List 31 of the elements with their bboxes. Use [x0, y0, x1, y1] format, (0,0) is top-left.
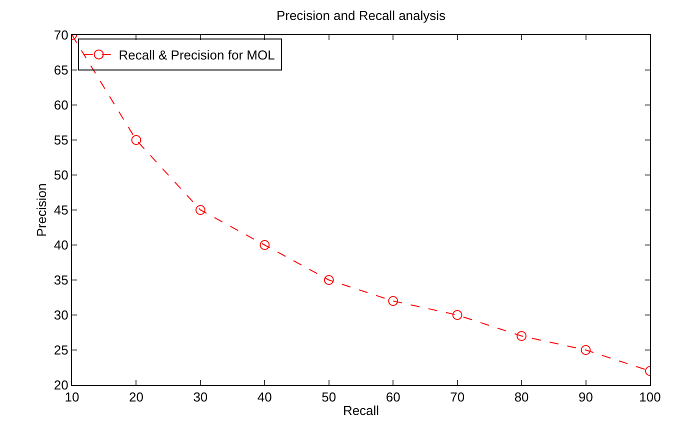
x-axis-title: Recall [342, 403, 380, 418]
point [580, 345, 591, 355]
point [260, 240, 270, 250]
point [452, 310, 462, 320]
chart-title: Precision and Recall analysis [276, 8, 446, 23]
y-tick-label: 50 [54, 168, 68, 183]
y-tick-label: 65 [54, 62, 68, 78]
x-tick-label: 20 [128, 390, 144, 405]
x-tick-label: 80 [514, 390, 529, 405]
x-tick-label: 60 [386, 390, 400, 405]
y-tick-label: 30 [54, 308, 68, 323]
x-tick-label: 90 [578, 390, 594, 405]
y-tick-label: 60 [54, 98, 68, 113]
point [195, 205, 206, 215]
y-axis-title: Precision [34, 183, 49, 237]
x-tick-label: 70 [450, 390, 465, 405]
point [388, 296, 398, 306]
x-tick-label: 30 [193, 390, 208, 405]
x-tick-label: 50 [322, 390, 336, 405]
y-tick-label: 25 [54, 342, 68, 358]
x-tick-label: 100 [639, 390, 661, 405]
y-tick-label: 55 [54, 132, 68, 148]
point [516, 331, 527, 341]
point [131, 135, 142, 145]
y-tick-label: 40 [54, 238, 68, 253]
legend-label: Recall & Precision for MOL [118, 48, 275, 63]
y-tick-label: 35 [54, 272, 68, 288]
point [324, 275, 334, 285]
y-tick-label: 45 [54, 202, 68, 218]
y-tick-label: 70 [54, 28, 68, 43]
x-tick-label: 40 [257, 390, 272, 405]
